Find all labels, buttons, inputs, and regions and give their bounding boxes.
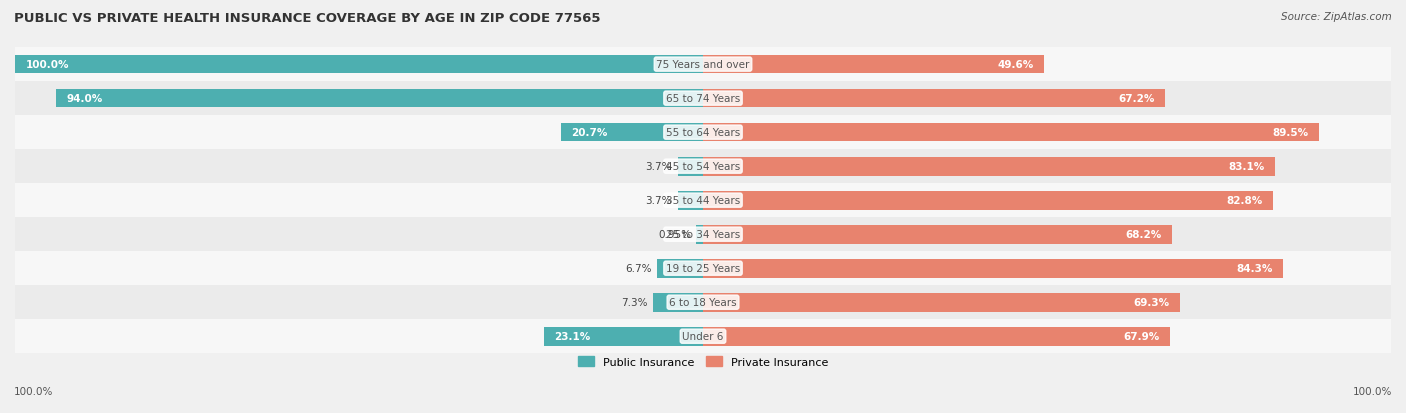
Text: 65 to 74 Years: 65 to 74 Years xyxy=(666,94,740,104)
Text: 35 to 44 Years: 35 to 44 Years xyxy=(666,196,740,206)
Text: 19 to 25 Years: 19 to 25 Years xyxy=(666,263,740,273)
Text: 67.2%: 67.2% xyxy=(1119,94,1154,104)
Bar xyxy=(15,48,1391,82)
Text: 100.0%: 100.0% xyxy=(14,387,53,396)
Bar xyxy=(15,252,1391,285)
Text: 100.0%: 100.0% xyxy=(25,60,69,70)
Bar xyxy=(15,184,1391,218)
Text: Under 6: Under 6 xyxy=(682,331,724,342)
Text: 82.8%: 82.8% xyxy=(1226,196,1263,206)
Text: 7.3%: 7.3% xyxy=(621,297,647,307)
Text: 75 Years and over: 75 Years and over xyxy=(657,60,749,70)
Bar xyxy=(703,191,1272,210)
Bar xyxy=(56,90,703,108)
Bar xyxy=(657,259,703,278)
Bar xyxy=(561,123,703,142)
Bar xyxy=(15,285,1391,319)
Bar xyxy=(652,293,703,312)
Legend: Public Insurance, Private Insurance: Public Insurance, Private Insurance xyxy=(572,350,834,372)
Bar xyxy=(15,82,1391,116)
Text: 84.3%: 84.3% xyxy=(1236,263,1272,273)
Bar xyxy=(703,259,1284,278)
Text: 45 to 54 Years: 45 to 54 Years xyxy=(666,162,740,172)
Text: 89.5%: 89.5% xyxy=(1272,128,1309,138)
Bar xyxy=(544,327,703,346)
Text: 6 to 18 Years: 6 to 18 Years xyxy=(669,297,737,307)
Text: 49.6%: 49.6% xyxy=(998,60,1033,70)
Text: 20.7%: 20.7% xyxy=(571,128,607,138)
Bar xyxy=(678,191,703,210)
Bar xyxy=(15,56,703,74)
Text: 68.2%: 68.2% xyxy=(1126,230,1161,240)
Text: 67.9%: 67.9% xyxy=(1123,331,1160,342)
Bar xyxy=(703,225,1173,244)
Bar xyxy=(703,90,1166,108)
Text: 100.0%: 100.0% xyxy=(1353,387,1392,396)
Bar xyxy=(678,157,703,176)
Bar xyxy=(703,56,1045,74)
Bar xyxy=(703,293,1180,312)
Text: 69.3%: 69.3% xyxy=(1133,297,1170,307)
Text: 3.7%: 3.7% xyxy=(645,196,672,206)
Text: 3.7%: 3.7% xyxy=(645,162,672,172)
Text: 83.1%: 83.1% xyxy=(1229,162,1264,172)
Text: 94.0%: 94.0% xyxy=(66,94,103,104)
Text: 6.7%: 6.7% xyxy=(624,263,651,273)
Bar xyxy=(703,157,1275,176)
Bar xyxy=(703,327,1170,346)
Bar xyxy=(703,123,1319,142)
Text: Source: ZipAtlas.com: Source: ZipAtlas.com xyxy=(1281,12,1392,22)
Bar xyxy=(15,150,1391,184)
Text: PUBLIC VS PRIVATE HEALTH INSURANCE COVERAGE BY AGE IN ZIP CODE 77565: PUBLIC VS PRIVATE HEALTH INSURANCE COVER… xyxy=(14,12,600,25)
Bar xyxy=(15,218,1391,252)
Bar xyxy=(15,116,1391,150)
Bar xyxy=(696,225,703,244)
Text: 23.1%: 23.1% xyxy=(554,331,591,342)
Text: 55 to 64 Years: 55 to 64 Years xyxy=(666,128,740,138)
Bar xyxy=(15,319,1391,354)
Text: 0.95%: 0.95% xyxy=(658,230,690,240)
Text: 25 to 34 Years: 25 to 34 Years xyxy=(666,230,740,240)
